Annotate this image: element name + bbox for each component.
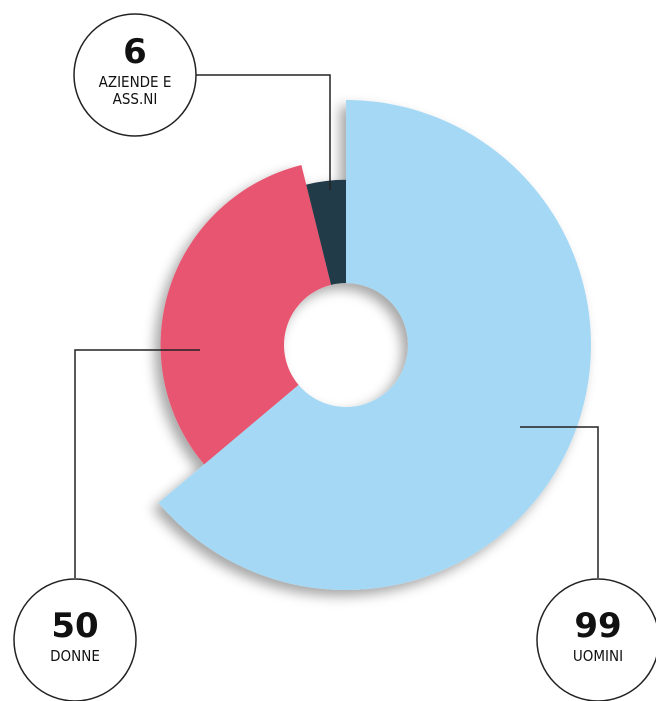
slice-label: 99 UOMINI	[543, 608, 653, 665]
leader-line	[520, 426, 599, 578]
label-circle	[536, 578, 656, 701]
category-label: UOMINI	[572, 646, 624, 665]
label-circle	[73, 13, 197, 137]
category-label: DONNE	[50, 646, 100, 665]
pie-slice	[160, 165, 332, 465]
leader-line	[74, 349, 200, 578]
category-label: AZIENDE E ASS.NI	[98, 73, 172, 108]
pie-slice	[306, 179, 346, 285]
label-circle	[13, 578, 137, 701]
slice-label: 50 DONNE	[20, 608, 130, 665]
value-label: 99	[574, 605, 622, 646]
leader-line	[195, 74, 331, 190]
pie-slice	[158, 100, 592, 591]
slice-label: 6 AZIENDE E ASS.NI	[80, 34, 190, 108]
decorations	[13, 13, 656, 701]
value-label: 50	[51, 605, 99, 646]
slices	[158, 100, 592, 591]
value-label: 6	[123, 32, 147, 72]
